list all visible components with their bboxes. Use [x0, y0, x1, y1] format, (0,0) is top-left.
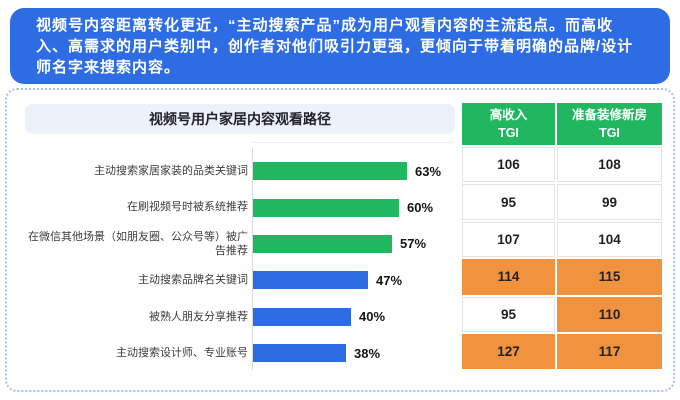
bar-label: 主动搜索家居家装的品类关键词 [94, 165, 248, 178]
bar [253, 307, 351, 326]
bar-value-label: 47% [376, 272, 403, 288]
bar-value-label: 57% [400, 236, 427, 252]
bar-value-label: 38% [354, 345, 381, 361]
bar-value-label: 63% [415, 163, 442, 179]
plot-top-line [252, 142, 454, 143]
bar [253, 162, 407, 181]
bar-row: 在刷视频号时被系统推荐 60% [22, 189, 458, 225]
y-axis-line [252, 148, 253, 370]
bar [253, 234, 392, 253]
bar [253, 271, 368, 290]
bar-chart: 主动搜索家居家装的品类关键词 63% 在刷视频号时被系统推荐 60% 在微信其他… [22, 153, 458, 371]
tgi-table-header: 高收入 TGI 准备装修新房 TGI [462, 103, 662, 145]
tgi-table-body: 106 108 95 99 107 104 114 115 95 110 127… [462, 147, 662, 370]
bar-row: 主动搜索家居家装的品类关键词 63% [22, 153, 458, 189]
table-cell: 127 [462, 333, 555, 370]
table-cell: 104 [557, 221, 662, 258]
bar-area: 63% [253, 162, 442, 181]
table-cell: 99 [557, 184, 662, 220]
bar-area: 47% [253, 271, 403, 290]
content-card: 视频号用户家居内容观看路径 主动搜索家居家装的品类关键词 63% 在刷视频号时被… [5, 88, 675, 392]
table-cell: 95 [462, 184, 555, 220]
table-cell: 95 [462, 296, 555, 332]
bar [253, 344, 346, 363]
table-header-line1: 准备装修新房 [571, 107, 647, 122]
table-cell: 108 [557, 147, 662, 183]
table-header-cell: 高收入 TGI [462, 103, 555, 145]
table-cell: 114 [462, 259, 555, 295]
bar-label: 主动搜索品牌名关键词 [138, 274, 248, 287]
bar-area: 38% [253, 344, 381, 363]
table-header-cell: 准备装修新房 TGI [557, 103, 662, 145]
bar-row: 主动搜索设计师、专业账号 38% [22, 335, 458, 371]
bar-area: 57% [253, 234, 427, 253]
bar-label: 在刷视频号时被系统推荐 [127, 201, 248, 214]
bar-value-label: 40% [359, 309, 386, 325]
bar-row: 在微信其他场景（如朋友圈、公众号等）被广告推荐 57% [22, 226, 458, 262]
table-header-line1: 高收入 [489, 107, 528, 122]
bar-label: 被熟人朋友分享推荐 [149, 310, 248, 323]
header-banner: 视频号内容距离转化更近，“主动搜索产品”成为用户观看内容的主流起点。而高收入、高… [10, 8, 670, 84]
bar-row: 主动搜索品牌名关键词 47% [22, 262, 458, 298]
bar-area: 40% [253, 307, 386, 326]
bar-value-label: 60% [407, 200, 434, 216]
bar [253, 198, 399, 217]
bar-area: 60% [253, 198, 434, 217]
table-header-line2: TGI [599, 126, 620, 140]
table-cell: 117 [557, 333, 662, 370]
tgi-table: 高收入 TGI 准备装修新房 TGI 106 108 95 99 107 104… [462, 103, 662, 370]
bar-label: 主动搜索设计师、专业账号 [116, 347, 248, 359]
bar-label: 在微信其他场景（如朋友圈、公众号等）被广告推荐 [28, 230, 248, 257]
table-cell: 107 [462, 221, 555, 258]
chart-title: 视频号用户家居内容观看路径 [25, 104, 455, 134]
table-cell: 110 [557, 296, 662, 332]
table-header-line2: TGI [498, 126, 519, 140]
bar-row: 被熟人朋友分享推荐 40% [22, 299, 458, 335]
table-cell: 115 [557, 259, 662, 295]
table-cell: 106 [462, 147, 555, 183]
header-text: 视频号内容距离转化更近，“主动搜索产品”成为用户观看内容的主流起点。而高收入、高… [36, 16, 634, 76]
